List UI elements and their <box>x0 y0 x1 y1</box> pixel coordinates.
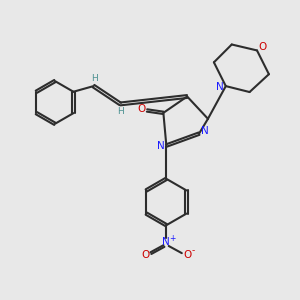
Text: N: N <box>157 141 165 151</box>
Text: N: N <box>163 237 170 248</box>
Text: O: O <box>138 104 146 114</box>
Text: O: O <box>141 250 150 260</box>
Text: +: + <box>170 234 176 243</box>
Text: O: O <box>183 250 191 260</box>
Text: H: H <box>91 74 98 83</box>
Text: O: O <box>258 43 266 52</box>
Text: -: - <box>191 246 195 255</box>
Text: H: H <box>118 107 124 116</box>
Text: N: N <box>200 126 208 136</box>
Text: N: N <box>216 82 224 92</box>
